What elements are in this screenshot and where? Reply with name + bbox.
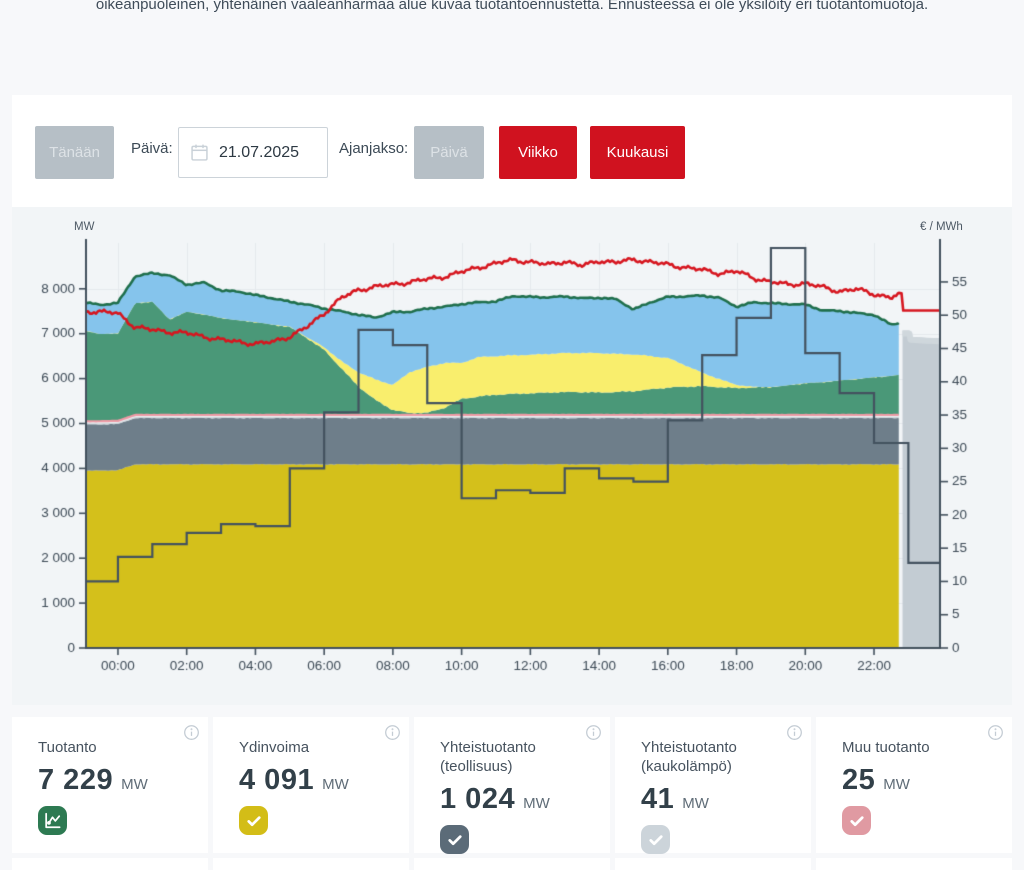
card-unit: MW bbox=[121, 776, 148, 793]
card-title: Yhteistuotanto (kaukolämpö) bbox=[641, 739, 737, 775]
production-chart: MW € / MWh bbox=[12, 207, 1012, 705]
card-title: Ydinvoima bbox=[239, 739, 310, 756]
card-stub bbox=[816, 858, 1012, 870]
info-icon[interactable] bbox=[183, 724, 200, 741]
controls-bar: Tänään Päivä: 21.07.2025 Ajanjakso: Päiv… bbox=[12, 95, 1012, 207]
card-value: 41 bbox=[641, 783, 675, 815]
checkbox-checked-icon[interactable] bbox=[239, 806, 268, 835]
stat-cards-row-2 bbox=[12, 858, 1012, 870]
period-label: Ajanjakso: bbox=[339, 140, 409, 157]
card-title: Yhteistuotanto (teollisuus) bbox=[440, 739, 536, 775]
card-stub bbox=[12, 858, 208, 870]
date-label: Päivä: bbox=[131, 140, 173, 157]
card-value: 4 091 bbox=[239, 764, 315, 796]
calendar-icon bbox=[191, 144, 208, 161]
today-button[interactable]: Tänään bbox=[35, 126, 114, 179]
card-tuotanto: Tuotanto 7 229 MW bbox=[12, 717, 208, 853]
info-icon[interactable] bbox=[786, 724, 803, 741]
main-panel: Tänään Päivä: 21.07.2025 Ajanjakso: Päiv… bbox=[12, 95, 1012, 705]
description-text: oikeanpuoleinen, yhtenäinen vaaleanharma… bbox=[95, 0, 929, 13]
card-value: 25 bbox=[842, 764, 876, 796]
period-day-button[interactable]: Päivä bbox=[414, 126, 484, 179]
card-unit: MW bbox=[883, 776, 910, 793]
checkbox-checked-icon[interactable] bbox=[440, 825, 469, 854]
card-title: Muu tuotanto bbox=[842, 739, 930, 756]
date-input[interactable]: 21.07.2025 bbox=[178, 127, 328, 178]
card-value: 1 024 bbox=[440, 783, 516, 815]
info-icon[interactable] bbox=[987, 724, 1004, 741]
info-icon[interactable] bbox=[585, 724, 602, 741]
card-stub bbox=[414, 858, 610, 870]
card-unit: MW bbox=[523, 795, 550, 812]
line-chart-icon[interactable] bbox=[38, 806, 67, 835]
card-stub bbox=[615, 858, 811, 870]
stat-cards-row: Tuotanto 7 229 MW Ydinvoima 4 091 MW Yht… bbox=[12, 717, 1012, 854]
chart-canvas[interactable] bbox=[12, 207, 1012, 705]
card-unit: MW bbox=[682, 795, 709, 812]
date-value: 21.07.2025 bbox=[219, 143, 300, 161]
checkbox-checked-icon[interactable] bbox=[641, 825, 670, 854]
period-week-button[interactable]: Viikko bbox=[499, 126, 577, 179]
card-stub bbox=[213, 858, 409, 870]
card-title: Tuotanto bbox=[38, 739, 97, 756]
checkbox-checked-icon[interactable] bbox=[842, 806, 871, 835]
period-month-button[interactable]: Kuukausi bbox=[590, 126, 685, 179]
card-unit: MW bbox=[322, 776, 349, 793]
card-yhteistuotanto-teollisuus: Yhteistuotanto (teollisuus) 1 024 MW bbox=[414, 717, 610, 854]
info-icon[interactable] bbox=[384, 724, 401, 741]
card-muu-tuotanto: Muu tuotanto 25 MW bbox=[816, 717, 1012, 853]
card-yhteistuotanto-kaukolampo: Yhteistuotanto (kaukolämpö) 41 MW bbox=[615, 717, 811, 854]
card-value: 7 229 bbox=[38, 764, 114, 796]
card-ydinvoima: Ydinvoima 4 091 MW bbox=[213, 717, 409, 853]
